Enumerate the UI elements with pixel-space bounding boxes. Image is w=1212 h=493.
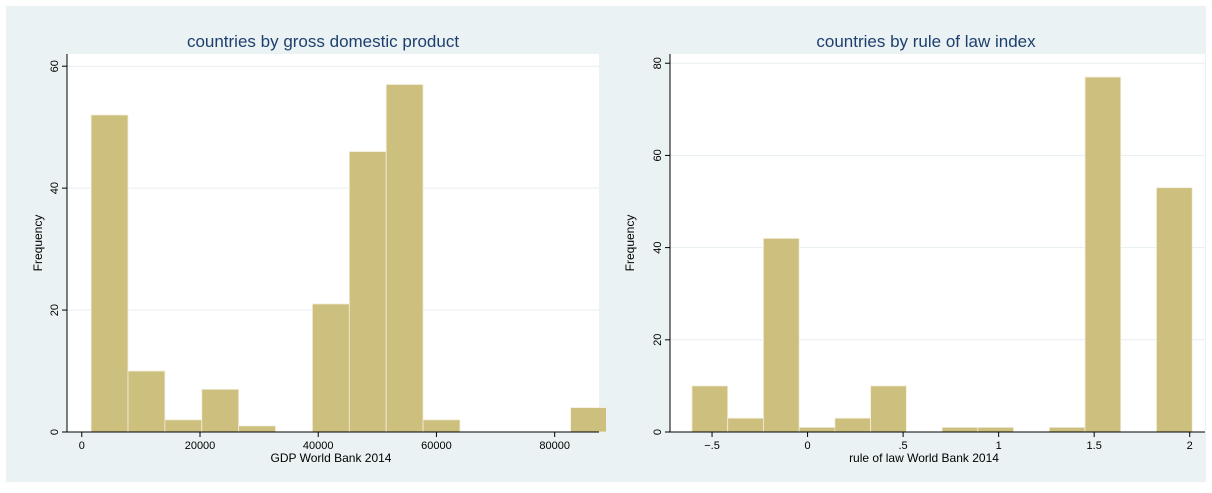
y-tick-label: 60	[652, 149, 664, 161]
histogram-bar	[835, 418, 871, 432]
chart-title: countries by rule of law index	[816, 32, 1036, 51]
x-tick-label: 0	[805, 440, 811, 452]
histogram-bar	[202, 389, 239, 432]
histogram-bar	[165, 420, 202, 432]
x-axis-label: rule of law World Bank 2014	[849, 451, 999, 465]
y-tick-label: 80	[652, 57, 664, 69]
histogram-bar	[728, 418, 764, 432]
histogram-bar	[1049, 427, 1085, 432]
histogram-bar	[1085, 77, 1121, 432]
histogram-bar	[942, 427, 978, 432]
chart-title: countries by gross domestic product	[187, 32, 459, 51]
histogram-bar	[239, 426, 276, 432]
y-axis-label: Frequency	[623, 215, 637, 272]
histogram-bar	[386, 84, 423, 432]
histogram-bar	[423, 420, 460, 432]
x-tick-label: −.5	[704, 440, 720, 452]
y-axis-label: Frequency	[31, 215, 45, 272]
histogram-bar	[1156, 188, 1192, 432]
x-tick-label: 2	[1187, 440, 1193, 452]
histogram-bar	[763, 238, 799, 432]
x-tick-label: 1.5	[1087, 440, 1102, 452]
y-tick-label: 20	[49, 304, 61, 316]
y-tick-label: 40	[652, 241, 664, 253]
y-tick-label: 20	[652, 334, 664, 346]
y-tick-label: 40	[49, 182, 61, 194]
histogram-bar	[312, 304, 349, 432]
histogram-bar	[349, 152, 386, 432]
x-tick-label: 80000	[539, 440, 570, 452]
rule-of-law-histogram-panel: 0 20 40 60 80 −.5 0.5 1 1.5 2 countries by rule o…	[606, 0, 1212, 488]
x-tick-label: 0	[79, 440, 85, 452]
histogram-bar	[799, 427, 835, 432]
histogram-bar	[571, 408, 606, 432]
x-tick-label: 20000	[185, 440, 216, 452]
histogram-bar	[128, 371, 165, 432]
histogram-bar	[692, 386, 728, 432]
histogram-bar	[871, 386, 907, 432]
y-tick-label: 0	[49, 429, 61, 435]
histogram-bar	[978, 427, 1014, 432]
y-tick-label: 0	[652, 429, 664, 435]
y-tick-label: 60	[49, 60, 61, 72]
x-axis-label: GDP World Bank 2014	[271, 451, 392, 465]
gdp-histogram-panel: 0 20 40 60 0 20000 40000 60000 80000 countries b…	[0, 0, 606, 488]
x-tick-label: 60000	[421, 440, 452, 452]
plot-area	[670, 54, 1205, 432]
histogram-bar	[91, 115, 128, 432]
